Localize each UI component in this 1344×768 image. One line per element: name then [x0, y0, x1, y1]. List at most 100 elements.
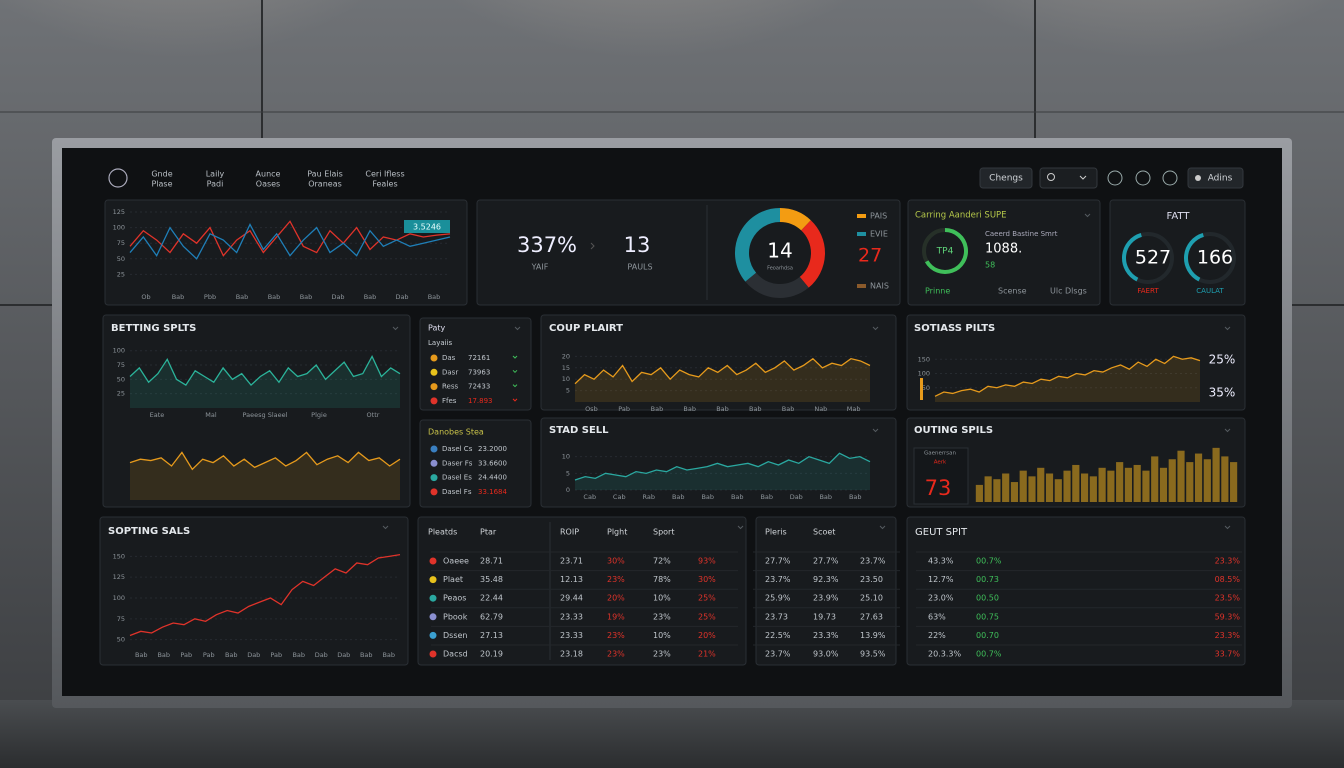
nav-item[interactable]: Oases [256, 180, 280, 189]
logo[interactable] [108, 168, 128, 188]
nav-item[interactable]: Feales [372, 180, 397, 189]
cell: 59.3% [1215, 612, 1241, 621]
panel-menu[interactable] [872, 428, 879, 433]
bar [1194, 453, 1203, 502]
panel-menu[interactable] [514, 326, 521, 331]
cell: Plaet [443, 575, 463, 584]
nav-item[interactable]: Laily [206, 170, 225, 179]
legend-label: NAIS [870, 282, 889, 291]
nav-item[interactable]: Gnde [151, 170, 172, 179]
x-tick-label: Mal [205, 411, 217, 419]
nav-item[interactable]: Oraneas [308, 180, 342, 189]
row-value: 33.6600 [478, 459, 507, 467]
panel-menu[interactable] [1224, 525, 1231, 530]
cell: 23.73 [765, 612, 788, 621]
nav-item[interactable]: Plase [151, 180, 172, 189]
bar [1230, 462, 1238, 502]
icon-button[interactable] [1135, 170, 1151, 186]
line [934, 355, 1201, 397]
icon-button[interactable] [1107, 170, 1123, 186]
cell: 78% [653, 575, 671, 584]
panel [99, 516, 409, 666]
panel-title: OUTING SPILS [914, 425, 993, 436]
gauge-value: 527 [1135, 247, 1171, 269]
row-chevron [512, 369, 518, 374]
bar [1124, 467, 1132, 502]
cell: 00.75 [976, 612, 999, 621]
panel [906, 516, 1246, 666]
legend-swatch [857, 214, 866, 218]
cell: 23.7% [765, 575, 791, 584]
y-tick-label: 150 [113, 552, 125, 560]
y-tick-label: 50 [117, 375, 125, 383]
panel-menu[interactable] [879, 525, 886, 530]
panel [755, 516, 897, 666]
button[interactable] [979, 167, 1033, 189]
x-tick-label: Ottr [367, 411, 380, 419]
cell: 23% [607, 575, 625, 584]
x-tick-label: Bab [236, 293, 249, 301]
row-name: Dasel Fs [442, 488, 472, 496]
panel-menu[interactable] [1224, 326, 1231, 331]
x-tick-label: Bab [268, 293, 281, 301]
ring-label: TP4 [936, 247, 954, 257]
row-value: 23.2000 [478, 445, 507, 453]
kpi-label: PAULS [627, 263, 652, 272]
icon-button[interactable] [1162, 170, 1178, 186]
cell: 27.7% [765, 557, 791, 566]
cell: Peaos [443, 594, 466, 603]
cell: 19.73 [813, 612, 836, 621]
x-tick-label: Cab [613, 493, 626, 501]
panel [419, 317, 532, 411]
x-tick-label: Dab [337, 651, 350, 659]
bar [1142, 470, 1150, 502]
cell: 25.10 [860, 594, 883, 603]
bar [1045, 473, 1054, 502]
row-icon [430, 445, 438, 453]
panel [419, 419, 532, 508]
cell: 30% [698, 575, 716, 584]
bar [1116, 462, 1124, 502]
button[interactable] [1187, 167, 1244, 189]
nav-item[interactable]: Aunce [256, 170, 281, 179]
cell: 20.19 [480, 650, 503, 659]
gauge-label: CAULAT [1196, 287, 1224, 295]
panel-menu[interactable] [737, 525, 744, 530]
nav-item[interactable]: Padi [207, 180, 224, 189]
legend-swatch [857, 284, 866, 288]
status-subtitle: Caeerd Bastine Smrt [985, 230, 1058, 238]
area [130, 356, 400, 408]
list-title: Danobes Stea [428, 428, 484, 437]
donut-segment [735, 208, 781, 282]
search-box[interactable] [1039, 167, 1098, 189]
gauge-label: FAERT [1137, 287, 1159, 295]
donut-segment [799, 220, 825, 288]
panel-menu[interactable] [392, 326, 399, 331]
panel [540, 417, 897, 508]
x-tick-label: Bab [225, 651, 238, 659]
x-tick-label: Bab [364, 293, 377, 301]
cell: 10% [653, 594, 671, 603]
area [575, 453, 870, 490]
bar [984, 476, 992, 502]
panel-menu[interactable] [872, 326, 879, 331]
y-tick-label: 100 [113, 347, 125, 355]
row-icon [430, 368, 438, 376]
row-icon [430, 459, 438, 467]
kpi-value: 337% [517, 233, 577, 257]
ring-arc [924, 228, 968, 274]
status-value: 1088. [985, 242, 1022, 257]
x-tick-label: Bab [749, 405, 762, 413]
panel-menu[interactable] [382, 525, 389, 530]
cell: 20% [607, 594, 625, 603]
nav-item[interactable]: Pau Elais [307, 170, 343, 179]
panel-menu[interactable] [1224, 428, 1231, 433]
cell: 27.7% [813, 557, 839, 566]
row-name: Dasel Es [442, 474, 472, 482]
nav-item[interactable]: Ceri Ifless [365, 170, 404, 179]
x-tick-label: Eate [150, 411, 165, 419]
cell: 10% [653, 631, 671, 640]
panel-menu[interactable] [1084, 213, 1091, 218]
cell: 00.73 [976, 575, 999, 584]
